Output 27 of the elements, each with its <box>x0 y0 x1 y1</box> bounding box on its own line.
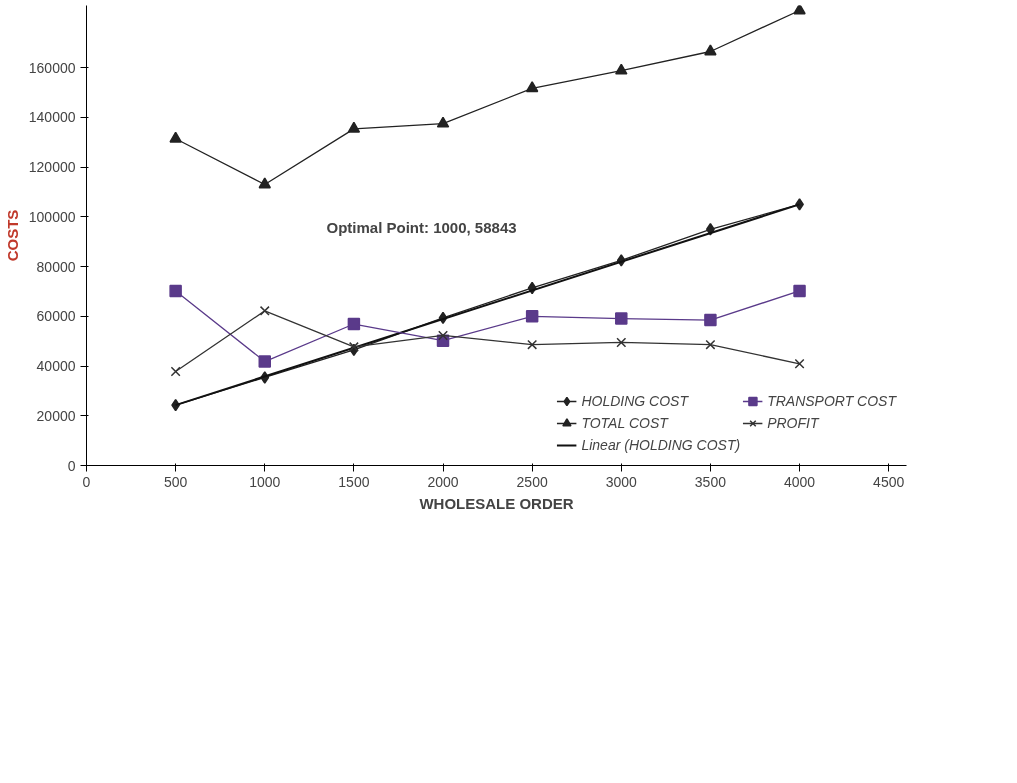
x-tick-label: 500 <box>163 473 188 490</box>
legend-label: TOTAL COST <box>581 415 668 431</box>
x-tick-label: 2000 <box>427 473 459 490</box>
x-tick-label: 3000 <box>605 473 638 490</box>
x-axis-title: WHOLESALE ORDER <box>419 494 574 512</box>
y-tick-label: 0 <box>67 457 76 474</box>
x-tick-label: 0 <box>82 473 91 490</box>
y-axis-title: COSTS <box>3 209 21 262</box>
x-tick-label: 1000 <box>249 473 281 490</box>
y-tick-label: 100000 <box>28 208 76 225</box>
legend-label: Linear (HOLDING COST) <box>581 437 741 453</box>
x-tick-label: 1500 <box>338 473 370 490</box>
y-tick-label: 80000 <box>36 258 76 275</box>
legend-label: TRANSPORT COST <box>767 393 896 409</box>
legend-label: HOLDING COST <box>581 393 688 409</box>
y-tick-label: 140000 <box>28 109 76 126</box>
y-tick-label: 20000 <box>36 407 76 424</box>
x-tick-label: 3500 <box>694 473 727 490</box>
y-tick-label: 40000 <box>36 358 76 375</box>
y-tick-label: 120000 <box>28 159 76 176</box>
annotation: Optimal Point: 1000, 58843 <box>326 218 517 236</box>
x-tick-label: 4500 <box>873 473 905 490</box>
y-tick-label: 60000 <box>36 308 76 325</box>
legend-label: PROFIT <box>767 415 819 431</box>
x-tick-label: 4000 <box>783 473 816 490</box>
x-tick-label: 2500 <box>516 473 548 490</box>
y-tick-label: 160000 <box>28 59 76 76</box>
